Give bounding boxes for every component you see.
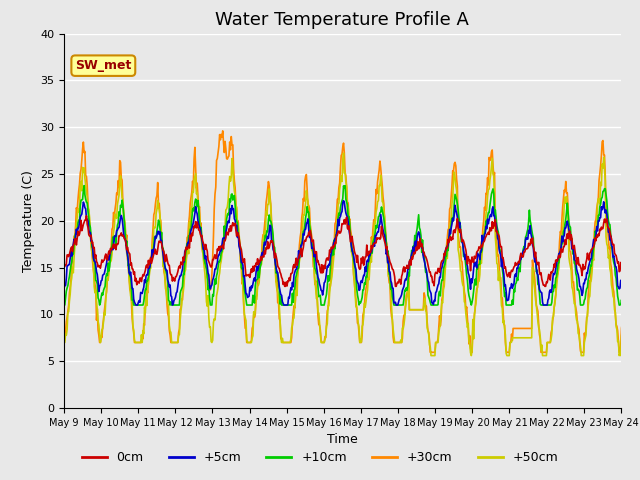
+50cm <box>423 325 431 331</box>
+50cm <box>268 226 276 232</box>
0cm <box>83 213 90 219</box>
+5cm <box>132 302 140 308</box>
Line: +10cm: +10cm <box>64 186 640 305</box>
+10cm <box>292 276 300 281</box>
+50cm <box>130 327 138 333</box>
+10cm <box>456 223 464 229</box>
+50cm <box>291 302 299 308</box>
Line: +50cm: +50cm <box>64 153 640 356</box>
0cm <box>131 269 138 275</box>
Legend: 0cm, +5cm, +10cm, +30cm, +50cm: 0cm, +5cm, +10cm, +30cm, +50cm <box>77 446 563 469</box>
0cm <box>269 241 277 247</box>
0cm <box>60 265 68 271</box>
+30cm <box>269 237 277 242</box>
Line: 0cm: 0cm <box>64 216 640 286</box>
Line: +5cm: +5cm <box>64 201 640 305</box>
+30cm <box>458 258 465 264</box>
0cm <box>292 255 300 261</box>
0cm <box>458 231 465 237</box>
+5cm <box>340 198 348 204</box>
+5cm <box>458 235 465 240</box>
+5cm <box>60 286 68 292</box>
Title: Water Temperature Profile A: Water Temperature Profile A <box>216 11 469 29</box>
0cm <box>424 262 432 268</box>
0cm <box>240 260 248 265</box>
+5cm <box>269 247 277 252</box>
+5cm <box>130 296 138 302</box>
+50cm <box>458 269 465 275</box>
+10cm <box>60 302 68 308</box>
Y-axis label: Temperature (C): Temperature (C) <box>22 170 35 272</box>
+30cm <box>423 319 431 325</box>
+30cm <box>292 297 300 302</box>
+10cm <box>240 279 248 285</box>
+5cm <box>292 267 300 273</box>
+5cm <box>424 278 432 284</box>
+50cm <box>60 339 68 345</box>
+30cm <box>219 128 227 134</box>
+30cm <box>240 301 248 307</box>
+30cm <box>130 330 138 336</box>
+10cm <box>269 232 277 238</box>
+10cm <box>423 276 431 281</box>
+50cm <box>427 353 435 359</box>
+10cm <box>131 302 138 308</box>
+5cm <box>240 274 248 279</box>
+30cm <box>60 339 68 345</box>
X-axis label: Time: Time <box>327 433 358 446</box>
+10cm <box>80 183 88 189</box>
+50cm <box>239 283 246 288</box>
+30cm <box>426 349 434 355</box>
Line: +30cm: +30cm <box>64 131 640 352</box>
0cm <box>281 283 289 289</box>
Text: SW_met: SW_met <box>75 59 131 72</box>
+50cm <box>340 150 348 156</box>
